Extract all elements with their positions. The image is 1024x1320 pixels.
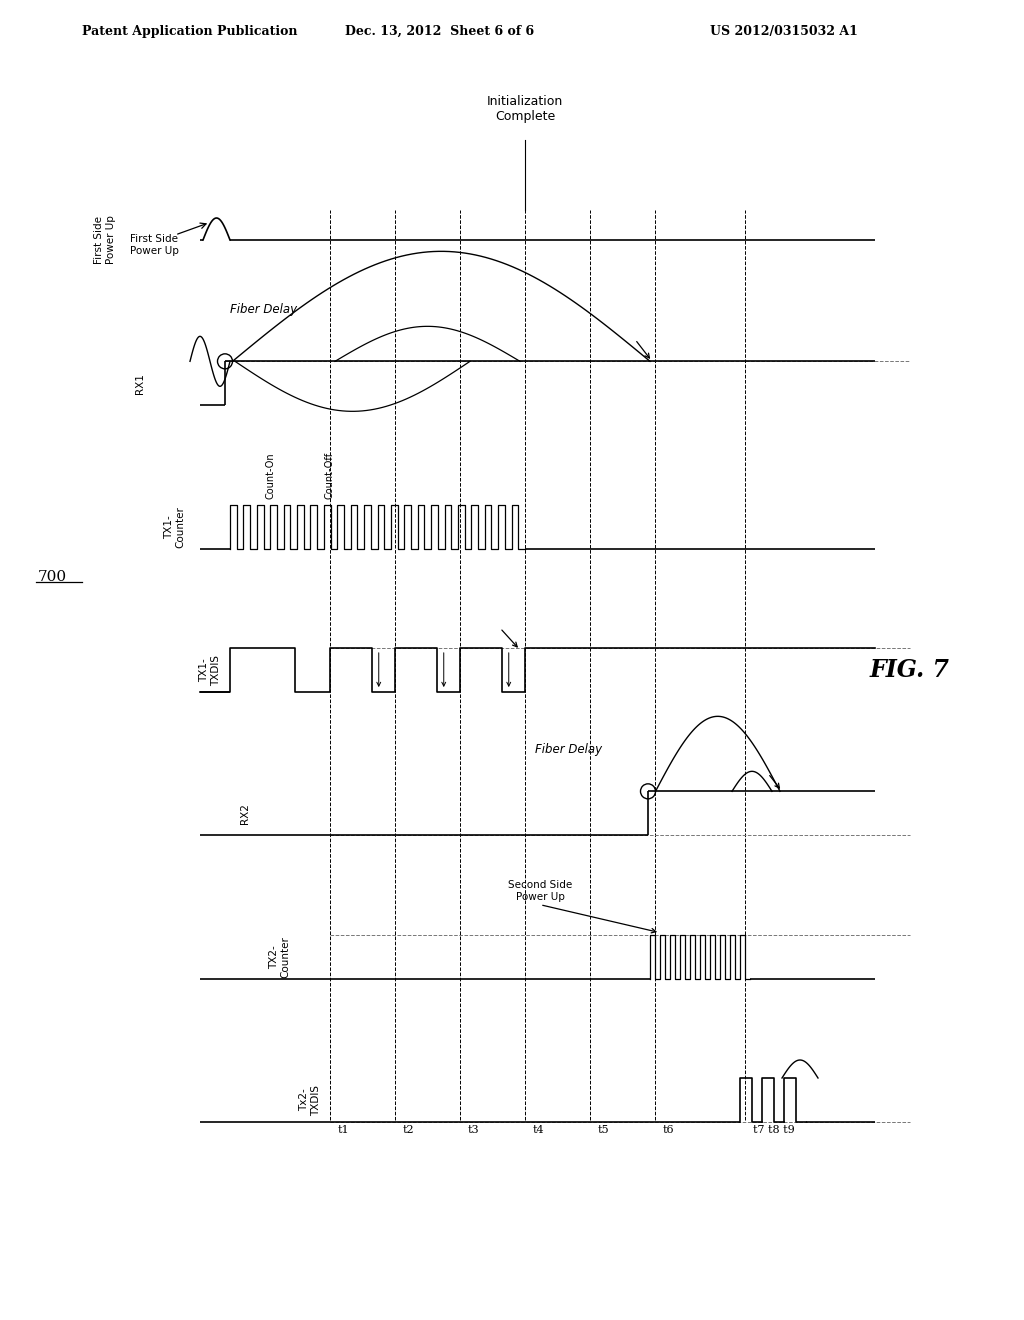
Text: Patent Application Publication: Patent Application Publication	[82, 25, 298, 38]
Text: t2: t2	[403, 1125, 415, 1135]
Text: First Side
Power Up: First Side Power Up	[94, 215, 116, 264]
Text: t7 t8 t9: t7 t8 t9	[753, 1125, 795, 1135]
Text: US 2012/0315032 A1: US 2012/0315032 A1	[710, 25, 858, 38]
Text: t3: t3	[468, 1125, 479, 1135]
Text: t5: t5	[598, 1125, 609, 1135]
Text: Dec. 13, 2012  Sheet 6 of 6: Dec. 13, 2012 Sheet 6 of 6	[345, 25, 535, 38]
Text: t1: t1	[338, 1125, 349, 1135]
Text: TX2-
Counter: TX2- Counter	[269, 936, 291, 978]
Text: Second Side
Power Up: Second Side Power Up	[508, 880, 572, 902]
Text: t4: t4	[534, 1125, 545, 1135]
Text: RX1: RX1	[135, 372, 145, 393]
Text: Count-Off: Count-Off	[325, 451, 335, 499]
Text: t6: t6	[663, 1125, 675, 1135]
Text: RX2: RX2	[240, 803, 250, 824]
Text: Count-On: Count-On	[265, 451, 275, 499]
Text: Fiber Delay: Fiber Delay	[230, 304, 297, 317]
Text: TX1-
TXDIS: TX1- TXDIS	[200, 655, 221, 685]
Text: Tx2-
TXDIS: Tx2- TXDIS	[299, 1085, 321, 1115]
Text: TX1-
Counter: TX1- Counter	[164, 506, 185, 548]
Text: FIG. 7: FIG. 7	[870, 657, 950, 682]
Text: Fiber Delay: Fiber Delay	[535, 743, 602, 756]
Text: Initialization
Complete: Initialization Complete	[486, 95, 563, 123]
Text: 700: 700	[38, 570, 68, 583]
Text: First Side
Power Up: First Side Power Up	[130, 234, 179, 256]
